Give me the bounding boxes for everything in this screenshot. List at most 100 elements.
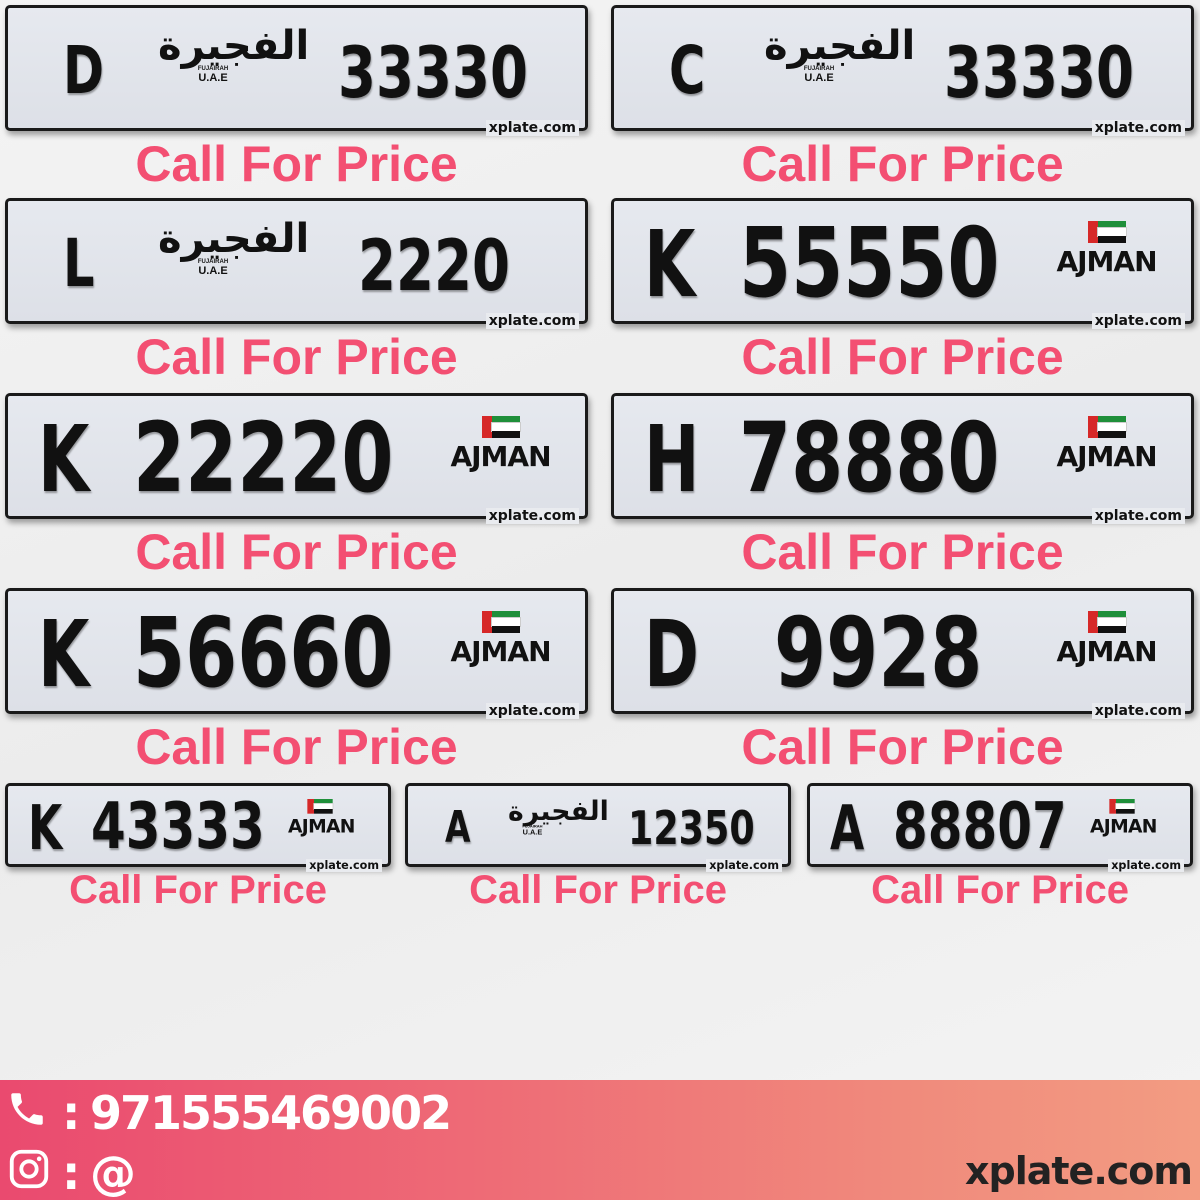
ajman-name: AJMAN [1056, 245, 1157, 278]
plate-number: 33330 [338, 32, 528, 114]
uae-flag-icon [1087, 221, 1127, 243]
call-for-price-label[interactable]: Call For Price [69, 868, 327, 912]
call-for-price-label[interactable]: Call For Price [135, 524, 458, 580]
uae-flag-icon [1087, 611, 1127, 633]
call-for-price-label[interactable]: Call For Price [135, 719, 458, 775]
plate-number: 22220 [133, 402, 394, 514]
plate-letter: A [830, 793, 865, 864]
ajman-logo: AJMAN [428, 416, 573, 471]
call-for-price-label[interactable]: Call For Price [741, 136, 1064, 192]
fujairah-country: U.A.E [198, 265, 228, 277]
plate-watermark: xplate.com [1091, 508, 1185, 524]
plate-watermark: xplate.com [485, 703, 579, 719]
call-for-price-label[interactable]: Call For Price [741, 719, 1064, 775]
fujairah-english: FUJAIRAH [197, 259, 229, 265]
plate-number: 9928 [774, 597, 983, 709]
plate-fujairah-C33330[interactable]: C الفجيرة FUJAIRAH U.A.E 33330 xplate.com [611, 5, 1194, 136]
ajman-logo: AJMAN [1090, 799, 1158, 838]
ajman-name: AJMAN [450, 635, 551, 668]
uae-flag-icon [1109, 799, 1136, 815]
ajman-logo: AJMAN [1034, 221, 1179, 276]
fujairah-arabic: الفجيرة [764, 23, 916, 69]
plate-watermark: xplate.com [485, 313, 579, 329]
plate-letter: D [644, 601, 699, 708]
plate-ajman-D9928[interactable]: D 9928 AJMAN xplate.com [611, 588, 1194, 719]
ajman-name: AJMAN [1056, 635, 1157, 668]
phone-separator: : [62, 1086, 80, 1140]
fujairah-english: FUJAIRAH [522, 824, 543, 829]
plate-number: 43333 [91, 790, 266, 865]
fujairah-arabic: الفجيرة [508, 795, 609, 827]
fujairah-english: FUJAIRAH [197, 66, 229, 72]
fujairah-country: U.A.E [198, 72, 228, 84]
fujairah-country: U.A.E [804, 72, 834, 84]
plate-number: 55550 [739, 207, 1000, 319]
uae-flag-icon [1087, 416, 1127, 438]
ajman-name: AJMAN [450, 440, 551, 473]
phone-icon [11, 1093, 43, 1125]
plate-ajman-K22220[interactable]: K 22220 AJMAN xplate.com [5, 393, 588, 524]
plate-letter: H [644, 406, 700, 513]
site-name[interactable]: xplate.com [965, 1149, 1193, 1193]
uae-flag-icon [307, 799, 334, 815]
call-for-price-label[interactable]: Call For Price [135, 329, 458, 385]
plate-watermark: xplate.com [306, 859, 382, 872]
plate-number: 33330 [944, 32, 1134, 114]
fujairah-country: U.A.E [522, 828, 543, 837]
plate-letter: K [28, 793, 63, 864]
plate-watermark: xplate.com [1108, 859, 1184, 872]
plate-number: 56660 [133, 597, 394, 709]
plate-number: 78880 [739, 402, 1000, 514]
ajman-logo: AJMAN [1034, 611, 1179, 666]
plate-letter: A [444, 802, 471, 853]
plate-watermark: xplate.com [1091, 313, 1185, 329]
plate-fujairah-L2220[interactable]: L الفجيرة FUJAIRAH U.A.E 2220 xplate.com [5, 198, 588, 329]
ajman-logo: AJMAN [428, 611, 573, 666]
plate-ajman-K55550[interactable]: K 55550 AJMAN xplate.com [611, 198, 1194, 329]
instagram-separator: : [62, 1146, 80, 1200]
plate-letter: L [63, 225, 95, 302]
ajman-name: AJMAN [288, 815, 355, 838]
call-for-price-label[interactable]: Call For Price [469, 868, 727, 912]
plate-watermark: xplate.com [1091, 120, 1185, 136]
plate-ajman-A88807[interactable]: A 88807 AJMAN xplate.com [807, 783, 1193, 872]
contact-footer: : 971555469002 : @ xplate.com [0, 1080, 1200, 1200]
ajman-name: AJMAN [1090, 815, 1157, 838]
ajman-logo: AJMAN [1034, 416, 1179, 471]
instagram-icon [9, 1149, 49, 1189]
plate-watermark: xplate.com [485, 508, 579, 524]
fujairah-logo: الفجيرة FUJAIRAH U.A.E [158, 216, 310, 277]
plate-ajman-K56660[interactable]: K 56660 AJMAN xplate.com [5, 588, 588, 719]
plate-fujairah-D33330[interactable]: D الفجيرة FUJAIRAH U.A.E 33330 xplate.com [5, 5, 588, 136]
plate-letter: K [644, 211, 696, 318]
plate-number: 12350 [628, 802, 755, 856]
ajman-logo: AJMAN [288, 799, 356, 838]
call-for-price-label[interactable]: Call For Price [871, 868, 1129, 912]
fujairah-logo: الفجيرة FUJAIRAH U.A.E [158, 23, 310, 84]
phone-number[interactable]: 971555469002 [90, 1086, 452, 1140]
plate-ajman-K43333[interactable]: K 43333 AJMAN xplate.com [5, 783, 391, 872]
plate-watermark: xplate.com [1091, 703, 1185, 719]
uae-flag-icon [481, 611, 521, 633]
call-for-price-label[interactable]: Call For Price [741, 329, 1064, 385]
plate-ajman-H78880[interactable]: H 78880 AJMAN xplate.com [611, 393, 1194, 524]
fujairah-arabic: الفجيرة [158, 23, 310, 69]
plate-watermark: xplate.com [706, 859, 782, 872]
plate-watermark: xplate.com [485, 120, 579, 136]
call-for-price-label[interactable]: Call For Price [135, 136, 458, 192]
uae-flag-icon [481, 416, 521, 438]
plate-letter: K [38, 601, 90, 708]
instagram-handle[interactable]: @ [90, 1146, 136, 1200]
fujairah-logo: الفجيرة FUJAIRAH U.A.E [764, 23, 916, 84]
fujairah-logo: الفجيرة FUJAIRAH U.A.E [508, 795, 609, 837]
plate-letter: K [38, 406, 90, 513]
ajman-name: AJMAN [1056, 440, 1157, 473]
plate-letter: D [63, 32, 105, 109]
plate-number: 2220 [358, 225, 510, 307]
call-for-price-label[interactable]: Call For Price [741, 524, 1064, 580]
plate-letter: C [669, 32, 706, 109]
plate-fujairah-A12350[interactable]: A الفجيرة FUJAIRAH U.A.E 12350 xplate.com [405, 783, 791, 872]
fujairah-arabic: الفجيرة [158, 216, 310, 262]
plate-number: 88807 [893, 790, 1068, 865]
fujairah-english: FUJAIRAH [803, 66, 835, 72]
